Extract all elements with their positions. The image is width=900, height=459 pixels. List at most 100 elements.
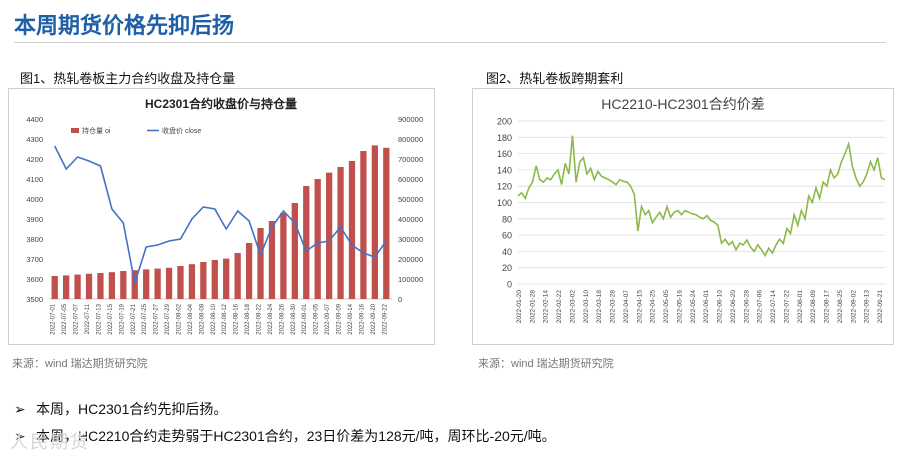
y-tick-label: 80	[502, 214, 512, 224]
x-tick-label: 2022-06-10	[717, 290, 724, 324]
figure-1-caption: 图1、热轧卷板主力合约收盘及持仓量	[20, 71, 236, 86]
spread-chart: HC2210-HC2301合约价差 0 20 40 60 80 100 120 140 160 18…	[497, 96, 886, 324]
y-tick-label: 60	[502, 231, 512, 241]
x-tick-label: 2022-01-20	[516, 290, 523, 324]
oi-bar	[303, 186, 310, 299]
x-tick-label: 2022-07-19	[119, 303, 125, 334]
y-right-tick-label: 400000	[398, 215, 423, 224]
x-tick-label: 2022-09-05	[314, 303, 320, 334]
x-tick-label: 2022-05-24	[690, 290, 697, 324]
x-tick-label: 2022-02-22	[556, 290, 563, 324]
spread-line	[517, 135, 886, 258]
x-tick-label: 2022-04-15	[636, 290, 643, 324]
x-tick-label: 2022-09-01	[302, 303, 308, 334]
x-tick-label: 2022-08-09	[810, 290, 817, 324]
oi-bar	[108, 272, 116, 299]
x-tick-label: 2022-09-09	[337, 303, 343, 334]
close-oi-chart: HC2301合约收盘价与持仓量 3500 3600 3700 3800 3900 4000 4…	[26, 96, 423, 335]
x-tick-label: 2022-03-28	[610, 290, 617, 324]
bullet-marker: ➢	[14, 401, 26, 417]
x-tick-label: 2022-05-05	[663, 290, 670, 324]
x-tick-label: 2022-07-14	[770, 290, 777, 324]
oi-bar	[257, 228, 264, 299]
y-left-tick-label: 4000	[26, 195, 43, 204]
x-tick-label: 2022-06-01	[703, 290, 710, 324]
legend-oi-label: 持仓量 oi	[82, 126, 111, 135]
x-tick-label: 2022-07-06	[757, 290, 764, 324]
y-right-tick-label: 300000	[398, 235, 423, 244]
x-tick-label: 2022-07-15	[108, 303, 114, 334]
x-tick-label: 2022-09-21	[877, 290, 884, 324]
x-tick-label: 2022-02-14	[543, 290, 550, 324]
oi-bar	[143, 269, 150, 299]
y-left-tick-label: 4300	[26, 135, 43, 144]
y-tick-label: 160	[497, 149, 512, 159]
y-right-tick-label: 500000	[398, 195, 423, 204]
x-tick-label: 2022-08-04	[188, 303, 194, 334]
y-tick-label: 200	[497, 117, 512, 127]
y-left-tick-label: 3900	[26, 215, 43, 224]
x-tick-label: 2022-07-25	[142, 303, 148, 334]
x-tick-label: 2022-08-18	[245, 303, 251, 334]
x-tick-label: 2022-07-01	[51, 303, 57, 334]
x-tick-label: 2022-07-21	[131, 303, 137, 334]
oi-bar	[131, 270, 138, 299]
x-tick-label: 2022-08-24	[268, 303, 274, 334]
oi-bar	[337, 167, 344, 299]
legend-close-label: 收盘价 close	[162, 126, 201, 135]
close-price-line	[53, 145, 387, 284]
oi-bar	[268, 221, 276, 299]
figure-2-source: 来源：wind 瑞达期货研究院	[478, 358, 614, 370]
oi-bar	[383, 147, 390, 299]
x-tick-label: 2022-09-20	[371, 303, 377, 334]
x-tick-label: 2022-08-12	[222, 303, 228, 334]
x-tick-label: 2022-08-25	[837, 290, 844, 324]
y-right-tick-label: 700000	[398, 155, 423, 164]
oi-bar	[74, 274, 81, 299]
chart-2-title: HC2210-HC2301合约价差	[601, 96, 764, 112]
y-left-tick-label: 3600	[26, 275, 43, 284]
x-tick-label: 2022-03-18	[596, 290, 603, 324]
bullet-1-text: 本周，HC2301合约先抑后扬。	[36, 401, 228, 417]
title-divider	[14, 42, 886, 43]
page-title: 本周期货价格先抑后扬	[14, 13, 235, 38]
oi-bar	[85, 273, 93, 299]
x-tick-label: 2022-04-07	[623, 290, 630, 324]
y-right-tick-label: 200000	[398, 255, 423, 264]
x-tick-label: 2022-08-17	[824, 290, 831, 324]
x-tick-label: 2022-08-26	[279, 303, 285, 334]
y-tick-label: 180	[497, 133, 512, 143]
oi-bar	[177, 266, 184, 299]
x-tick-label: 2022-07-29	[165, 303, 171, 334]
oi-bar	[154, 268, 161, 299]
x-tick-label: 2022-09-16	[359, 303, 365, 334]
x-tick-label: 2022-09-02	[850, 290, 857, 324]
x-tick-label: 2022-09-07	[325, 303, 331, 334]
y-tick-label: 140	[497, 165, 512, 175]
x-tick-label: 2022-04-25	[650, 290, 657, 324]
y-left-tick-label: 3500	[26, 295, 43, 304]
y-left-tick-label: 3800	[26, 235, 43, 244]
x-tick-label: 2022-03-10	[583, 290, 590, 324]
y-right-tick-label: 900000	[398, 115, 423, 124]
oi-bar	[97, 273, 104, 299]
bullet-1: ➢ 本周，HC2301合约先抑后扬。	[14, 399, 227, 419]
y-left-tick-label: 4200	[26, 155, 43, 164]
figure-2-panel: HC2210-HC2301合约价差 0 20 40 60 80 100 120 140 160 18…	[472, 88, 894, 345]
bullet-2: ➢ 本周，HC2210合约走势弱于HC2301合约，23日价差为128元/吨，周环…	[14, 426, 556, 446]
x-tick-label: 2022-08-10	[211, 303, 217, 334]
oi-bar	[348, 161, 356, 299]
oi-bar	[120, 271, 127, 299]
x-tick-label: 2022-07-11	[85, 303, 91, 334]
chart-1-title: HC2301合约收盘价与持仓量	[145, 96, 297, 111]
y-right-tick-label: 600000	[398, 175, 423, 184]
x-tick-label: 2022-08-16	[234, 303, 240, 334]
oi-bar	[223, 258, 230, 299]
figure-1-panel: HC2301合约收盘价与持仓量 3500 3600 3700 3800 3900 4000 4…	[8, 88, 435, 345]
oi-bar	[245, 243, 253, 299]
x-tick-label: 2022-09-14	[348, 303, 354, 334]
bullet-marker: ➢	[14, 428, 26, 444]
x-tick-label: 2022-06-28	[743, 290, 750, 324]
x-tick-label: 2022-09-13	[864, 290, 871, 324]
x-tick-label: 2022-06-20	[730, 290, 737, 324]
